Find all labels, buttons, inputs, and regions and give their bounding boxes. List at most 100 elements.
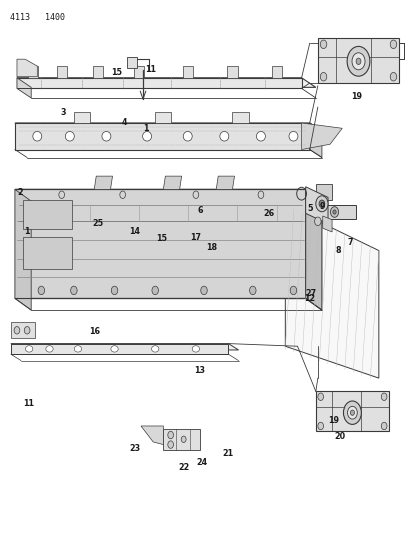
Circle shape [181, 436, 186, 442]
Text: 19: 19 [351, 92, 362, 101]
Polygon shape [11, 344, 228, 354]
Text: 3: 3 [61, 108, 67, 117]
Ellipse shape [143, 132, 151, 141]
Polygon shape [94, 176, 113, 189]
Text: 17: 17 [191, 233, 202, 242]
Circle shape [347, 46, 370, 76]
Circle shape [111, 286, 118, 295]
Polygon shape [57, 66, 67, 78]
Polygon shape [17, 59, 37, 77]
Text: 13: 13 [195, 366, 206, 375]
Ellipse shape [151, 346, 159, 352]
Circle shape [330, 207, 339, 217]
Circle shape [320, 40, 327, 49]
Ellipse shape [257, 132, 265, 141]
Circle shape [152, 286, 158, 295]
Circle shape [318, 422, 324, 430]
Ellipse shape [74, 346, 82, 352]
Bar [23, 237, 72, 269]
Polygon shape [323, 216, 332, 232]
Ellipse shape [25, 346, 33, 352]
Circle shape [38, 286, 44, 295]
Text: 4113   1400: 4113 1400 [10, 13, 64, 22]
Text: 4: 4 [122, 118, 127, 127]
Circle shape [201, 286, 207, 295]
Polygon shape [134, 66, 144, 78]
Text: 5: 5 [307, 204, 313, 213]
Circle shape [352, 53, 365, 70]
Ellipse shape [192, 346, 200, 352]
Polygon shape [306, 187, 328, 224]
Polygon shape [15, 189, 322, 201]
Circle shape [320, 72, 327, 81]
Polygon shape [302, 123, 342, 150]
Polygon shape [227, 66, 237, 78]
Text: 15: 15 [111, 68, 122, 77]
Text: 21: 21 [223, 449, 234, 458]
Text: 2: 2 [18, 188, 23, 197]
Text: 20: 20 [335, 432, 346, 441]
Polygon shape [306, 189, 322, 310]
Polygon shape [318, 38, 399, 83]
Circle shape [350, 410, 355, 415]
Circle shape [14, 327, 20, 334]
Text: 7: 7 [348, 238, 353, 247]
Circle shape [348, 406, 357, 419]
Text: 1: 1 [144, 124, 149, 133]
Text: 25: 25 [93, 220, 104, 229]
Circle shape [390, 40, 397, 49]
Circle shape [290, 286, 297, 295]
Ellipse shape [33, 132, 42, 141]
Polygon shape [17, 78, 302, 88]
Text: 14: 14 [129, 228, 140, 237]
Circle shape [344, 401, 361, 424]
Text: 16: 16 [89, 327, 100, 336]
Polygon shape [141, 426, 163, 445]
Polygon shape [15, 123, 310, 150]
Ellipse shape [46, 346, 53, 352]
Polygon shape [11, 344, 239, 350]
Text: 11: 11 [23, 399, 34, 408]
Circle shape [168, 431, 173, 439]
Text: 26: 26 [264, 209, 275, 218]
Polygon shape [316, 391, 389, 431]
Ellipse shape [220, 132, 229, 141]
Ellipse shape [65, 132, 74, 141]
Ellipse shape [183, 132, 192, 141]
Polygon shape [285, 205, 379, 378]
Text: 6: 6 [197, 206, 203, 215]
Circle shape [315, 217, 321, 225]
Text: 22: 22 [178, 463, 189, 472]
Polygon shape [93, 66, 103, 78]
Polygon shape [74, 112, 90, 123]
Polygon shape [163, 176, 182, 189]
Circle shape [381, 393, 387, 400]
Text: 19: 19 [328, 416, 339, 425]
Polygon shape [17, 78, 31, 98]
Circle shape [168, 441, 173, 448]
Ellipse shape [102, 132, 111, 141]
Polygon shape [28, 66, 38, 78]
Circle shape [318, 393, 324, 400]
Text: 9: 9 [319, 203, 325, 212]
Circle shape [381, 422, 387, 430]
Text: 24: 24 [196, 458, 208, 466]
Ellipse shape [111, 346, 118, 352]
Circle shape [24, 327, 30, 334]
Text: 11: 11 [146, 66, 157, 74]
Polygon shape [15, 189, 31, 310]
Polygon shape [11, 322, 35, 338]
Polygon shape [272, 66, 282, 78]
Polygon shape [183, 66, 193, 78]
Circle shape [319, 200, 325, 207]
Circle shape [71, 286, 77, 295]
Polygon shape [216, 176, 235, 189]
Text: 18: 18 [206, 244, 218, 253]
Circle shape [250, 286, 256, 295]
Polygon shape [17, 78, 316, 87]
Text: 15: 15 [156, 234, 167, 243]
Text: 12: 12 [304, 294, 315, 303]
Circle shape [356, 58, 361, 64]
Text: 27: 27 [305, 288, 316, 297]
Polygon shape [127, 56, 137, 68]
